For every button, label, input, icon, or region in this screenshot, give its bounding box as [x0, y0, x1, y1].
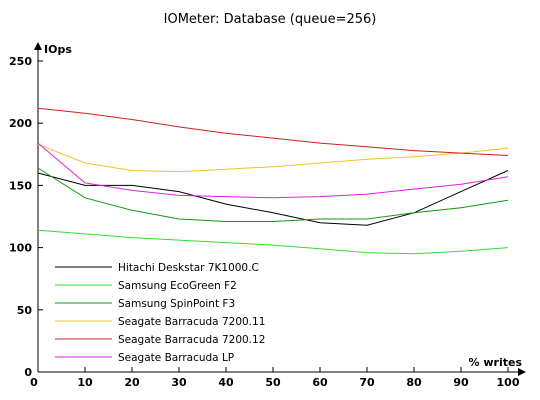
series-lines [37, 107, 509, 255]
x-ticks: 0 10 20 30 40 50 60 70 80 90 100 [30, 367, 520, 389]
legend-label-5: Seagate Barracuda LP [118, 352, 234, 364]
y-tick-label: 100 [9, 242, 32, 255]
x-tick-label: 10 [77, 376, 93, 389]
x-tick-label: 80 [406, 376, 422, 389]
x-tick-label: 40 [218, 376, 234, 389]
x-axis-label: % writes [469, 356, 523, 369]
series-line-5 [37, 142, 509, 199]
x-tick-label: 20 [124, 376, 140, 389]
legend-label-0: Hitachi Deskstar 7K1000.C [118, 262, 259, 274]
y-ticks: 0 50 100 150 200 250 [9, 55, 43, 379]
legend-label-4: Seagate Barracuda 7200.12 [118, 334, 265, 346]
series-line-4 [37, 107, 509, 156]
legend: Hitachi Deskstar 7K1000.C Samsung EcoGree… [55, 262, 265, 364]
series-line-3 [37, 143, 509, 173]
x-tick-label: 60 [312, 376, 328, 389]
x-tick-label: 0 [30, 376, 38, 389]
y-tick-label: 0 [24, 366, 32, 379]
x-tick-label: 90 [453, 376, 469, 389]
series-line-1 [37, 229, 509, 255]
x-tick-label: 70 [359, 376, 375, 389]
x-axis-arrow [518, 368, 526, 376]
y-tick-label: 150 [9, 179, 32, 192]
x-tick-label: 100 [497, 376, 520, 389]
y-tick-label: 200 [9, 117, 32, 130]
y-axis-label: IOps [44, 43, 72, 56]
series-line-2 [37, 167, 509, 222]
x-tick-label: 30 [171, 376, 187, 389]
chart-title: IOMeter: Database (queue=256) [164, 12, 377, 27]
legend-label-2: Samsung SpinPoint F3 [118, 298, 235, 310]
y-axis-arrow [34, 42, 42, 50]
y-tick-label: 50 [17, 304, 33, 317]
y-tick-label: 250 [9, 55, 32, 68]
legend-label-3: Seagate Barracuda 7200.11 [118, 316, 265, 328]
x-tick-label: 50 [265, 376, 281, 389]
series-line-0 [37, 170, 509, 226]
legend-label-1: Samsung EcoGreen F2 [118, 280, 237, 292]
